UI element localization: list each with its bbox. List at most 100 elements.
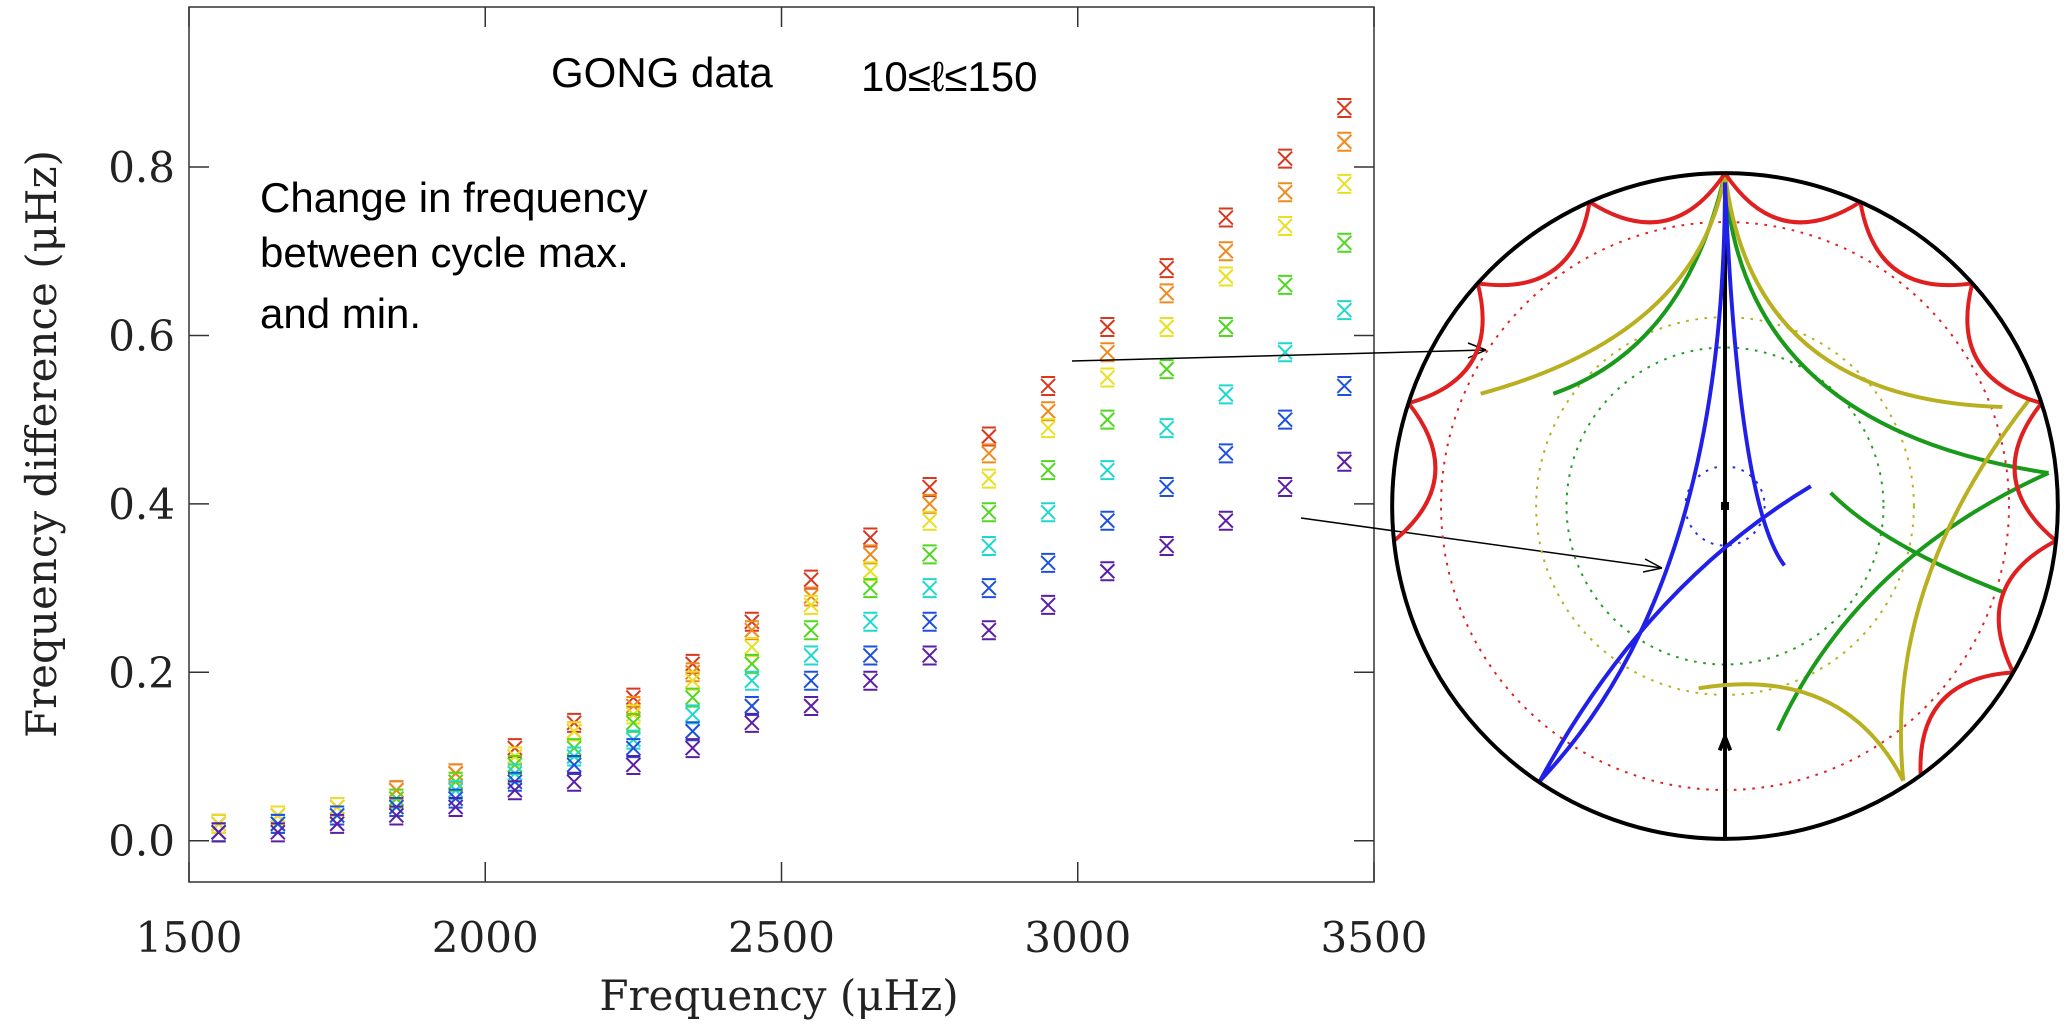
data-point xyxy=(1040,375,1056,396)
data-point xyxy=(1277,148,1293,169)
data-point xyxy=(1336,173,1353,194)
plot-frame xyxy=(188,6,1375,883)
data-point xyxy=(1158,317,1175,338)
data-point xyxy=(744,695,760,716)
data-point xyxy=(1099,409,1116,430)
green-ray xyxy=(1552,172,2050,732)
annotation: Change in frequency xyxy=(260,174,648,221)
chart-subtitle: 10≤ℓ≤150 xyxy=(861,53,1037,100)
data-point xyxy=(1277,409,1293,430)
data-point xyxy=(329,813,345,834)
x-tick-label: 1500 xyxy=(136,913,243,962)
y-tick-label: 0.8 xyxy=(108,143,175,192)
annotation: between cycle max. xyxy=(260,229,629,276)
x-axis-label: Frequency (μHz) xyxy=(599,971,958,1020)
data-point xyxy=(1277,182,1293,203)
data-point xyxy=(921,645,938,666)
data-point xyxy=(981,443,997,464)
data-point xyxy=(270,822,286,843)
data-point xyxy=(1158,477,1175,498)
data-point xyxy=(1158,418,1175,439)
data-point xyxy=(744,670,760,691)
data-point xyxy=(744,712,760,733)
data-point xyxy=(1218,443,1234,464)
data-point xyxy=(1218,510,1234,531)
data-point xyxy=(744,637,760,658)
data-point xyxy=(744,653,760,674)
data-point xyxy=(921,510,938,531)
data-point xyxy=(210,822,227,843)
data-point xyxy=(981,426,997,447)
data-point xyxy=(1277,215,1293,236)
data-point xyxy=(1158,258,1175,279)
data-point xyxy=(1040,460,1056,481)
data-point xyxy=(1336,451,1353,472)
data-point xyxy=(447,797,464,818)
data-point xyxy=(1277,477,1293,498)
data-point xyxy=(1218,241,1234,262)
data-point xyxy=(1218,384,1234,405)
data-point xyxy=(1218,317,1234,338)
y-tick-label: 0.2 xyxy=(108,648,175,697)
chart-title: GONG data xyxy=(551,49,773,96)
data-point xyxy=(1158,283,1175,304)
data-point xyxy=(1336,131,1353,152)
data-point xyxy=(803,594,819,615)
data-point xyxy=(1040,502,1056,523)
data-point xyxy=(1099,510,1116,531)
annotation: and min. xyxy=(260,290,421,337)
data-point xyxy=(803,670,819,691)
data-point xyxy=(684,687,701,708)
data-point xyxy=(566,771,582,792)
data-point xyxy=(507,780,523,801)
data-point xyxy=(1040,418,1056,439)
data-point xyxy=(981,578,997,599)
data-point xyxy=(625,712,642,733)
data-point xyxy=(684,721,701,742)
data-point xyxy=(1218,207,1234,228)
data-point xyxy=(981,620,997,641)
center xyxy=(1721,502,1729,510)
data-point xyxy=(921,493,938,514)
data-point xyxy=(862,611,879,632)
pointer-arrows xyxy=(1071,342,1663,573)
data-point xyxy=(921,611,938,632)
data-point xyxy=(1040,552,1056,573)
data-point xyxy=(1158,359,1175,380)
data-point xyxy=(1040,594,1056,615)
data-point xyxy=(862,527,879,548)
data-point xyxy=(684,738,701,759)
data-point xyxy=(1099,317,1116,338)
x-tick-label: 3500 xyxy=(1321,913,1428,962)
data-point xyxy=(744,620,760,641)
x-tick-label: 3000 xyxy=(1024,913,1131,962)
y-tick-label: 0.6 xyxy=(108,311,175,360)
data-point xyxy=(1099,367,1116,388)
data-point xyxy=(1099,342,1116,363)
data-point xyxy=(803,569,819,590)
y-tick-label: 0.0 xyxy=(108,817,175,866)
data-point xyxy=(684,670,701,691)
yellow-ray xyxy=(1480,172,2031,782)
data-point xyxy=(1277,274,1293,295)
data-point xyxy=(1336,98,1353,119)
data-point xyxy=(803,695,819,716)
data-point xyxy=(1336,300,1353,321)
x-tick-label: 2000 xyxy=(432,913,539,962)
data-point xyxy=(803,620,819,641)
data-point xyxy=(981,468,997,489)
turning-circle xyxy=(1565,346,1885,666)
data-point xyxy=(1277,342,1293,363)
arrowhead xyxy=(1717,731,1733,752)
data-point xyxy=(1336,375,1353,396)
data-point xyxy=(388,805,405,826)
data-point xyxy=(1218,266,1234,287)
data-point xyxy=(862,645,879,666)
data-point xyxy=(862,578,879,599)
data-point xyxy=(1158,535,1175,556)
data-point xyxy=(921,578,938,599)
data-point xyxy=(1099,460,1116,481)
data-point xyxy=(1040,401,1056,422)
data-point xyxy=(803,645,819,666)
data-point xyxy=(921,544,938,565)
